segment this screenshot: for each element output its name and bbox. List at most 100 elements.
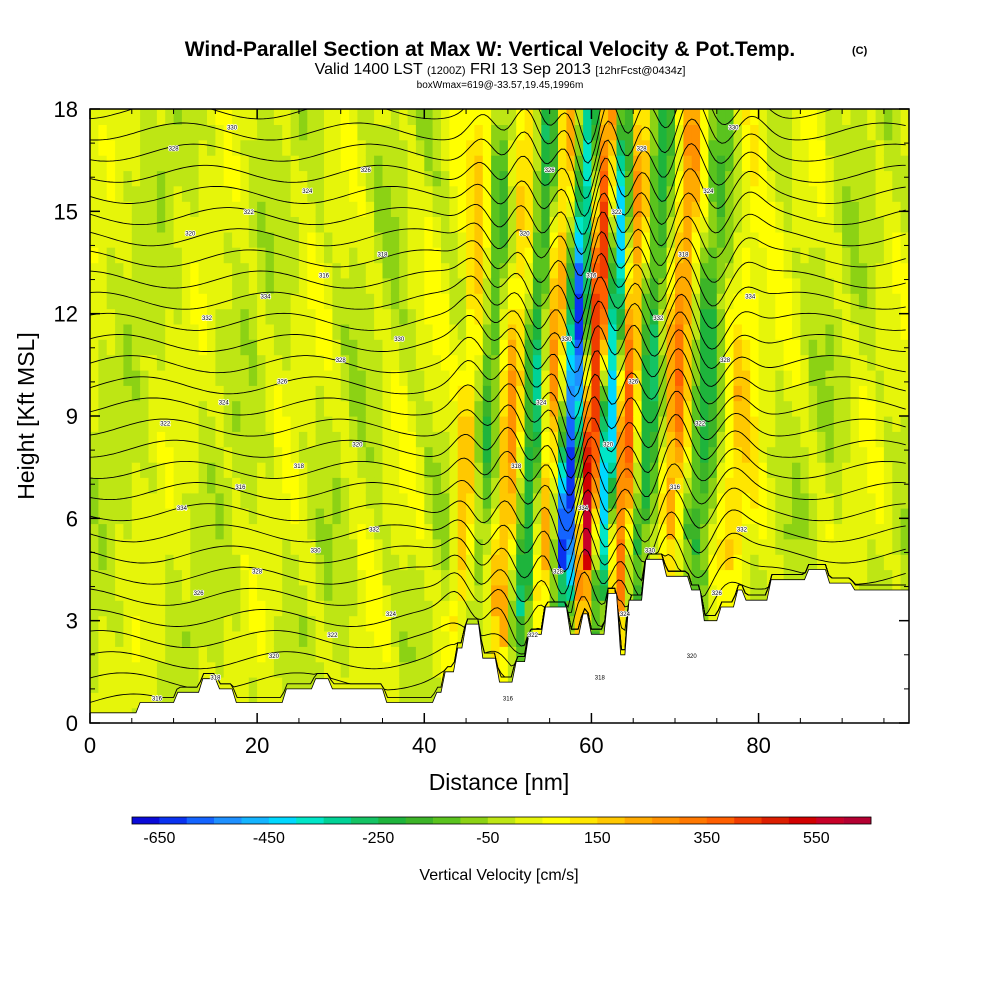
velocity-cell xyxy=(441,477,450,494)
velocity-cell xyxy=(499,538,509,555)
velocity-cell xyxy=(499,109,509,110)
velocity-cell xyxy=(792,124,801,141)
velocity-cell xyxy=(449,400,459,417)
velocity-cell xyxy=(733,124,743,141)
velocity-cell xyxy=(332,400,342,417)
velocity-cell xyxy=(808,231,818,248)
velocity-cell xyxy=(733,293,743,310)
velocity-cell xyxy=(432,277,442,294)
velocity-cell xyxy=(700,584,710,601)
velocity-cell xyxy=(766,554,776,571)
velocity-cell xyxy=(198,477,208,494)
velocity-cell xyxy=(215,400,225,417)
velocity-cell xyxy=(641,308,651,325)
velocity-cell xyxy=(566,477,576,494)
velocity-cell xyxy=(432,661,442,678)
velocity-cell xyxy=(232,446,242,463)
velocity-cell xyxy=(741,231,751,248)
velocity-cell xyxy=(675,293,684,310)
colorbar-tick-label: -50 xyxy=(476,830,499,847)
velocity-cell xyxy=(399,569,409,586)
velocity-cell xyxy=(883,323,893,340)
velocity-cell xyxy=(466,416,476,432)
velocity-cell xyxy=(758,538,768,555)
velocity-cell xyxy=(708,247,718,264)
velocity-cell xyxy=(432,370,442,386)
velocity-cell xyxy=(766,323,776,340)
velocity-cell xyxy=(298,646,308,663)
velocity-cell xyxy=(98,600,108,617)
velocity-cell xyxy=(633,569,643,586)
velocity-cell xyxy=(148,584,158,601)
velocity-cell xyxy=(758,477,768,494)
velocity-cell xyxy=(390,677,400,693)
velocity-cell xyxy=(315,277,325,294)
velocity-cell xyxy=(357,385,367,402)
velocity-cell xyxy=(532,538,542,555)
velocity-cell xyxy=(649,109,659,125)
velocity-cell xyxy=(858,370,868,386)
velocity-cell xyxy=(649,155,659,172)
velocity-cell xyxy=(148,370,158,386)
velocity-cell xyxy=(298,492,308,509)
velocity-cell xyxy=(800,538,810,555)
velocity-cell xyxy=(750,462,760,478)
velocity-cell xyxy=(215,293,225,310)
velocity-cell xyxy=(474,185,484,202)
velocity-cell xyxy=(324,247,333,264)
velocity-cell xyxy=(666,385,676,402)
velocity-cell xyxy=(892,247,902,264)
velocity-cell xyxy=(441,139,450,156)
velocity-cell xyxy=(474,155,484,172)
velocity-cell xyxy=(290,646,300,663)
velocity-cell xyxy=(457,124,467,141)
velocity-cell xyxy=(524,569,534,586)
velocity-cell xyxy=(265,385,275,402)
velocity-cell xyxy=(808,339,818,356)
velocity-cell xyxy=(833,477,843,494)
velocity-cell xyxy=(783,400,793,417)
velocity-cell xyxy=(324,231,333,248)
velocity-cell xyxy=(265,431,275,448)
velocity-cell xyxy=(683,523,693,540)
velocity-cell xyxy=(298,216,308,233)
theta-contour-label: 328 xyxy=(252,570,263,576)
velocity-cell xyxy=(123,492,133,509)
velocity-cell xyxy=(499,155,509,172)
velocity-cell xyxy=(223,370,233,386)
velocity-cell xyxy=(298,385,308,402)
velocity-cell xyxy=(449,446,459,463)
velocity-cell xyxy=(90,431,99,448)
velocity-cell xyxy=(215,615,225,632)
velocity-cell xyxy=(574,109,584,125)
velocity-cell xyxy=(240,569,250,586)
velocity-cell xyxy=(591,201,601,217)
velocity-cell xyxy=(173,201,183,217)
velocity-cell xyxy=(608,109,618,125)
velocity-cell xyxy=(766,446,776,463)
velocity-cell xyxy=(98,308,108,325)
velocity-cell xyxy=(290,508,300,525)
velocity-cell xyxy=(741,216,751,233)
velocity-cell xyxy=(541,354,551,371)
velocity-cell xyxy=(307,615,317,632)
velocity-cell xyxy=(700,185,710,202)
velocity-cell xyxy=(566,139,576,156)
velocity-cell xyxy=(340,416,350,432)
velocity-cell xyxy=(123,477,133,494)
velocity-cell xyxy=(215,584,225,601)
velocity-cell xyxy=(407,600,417,617)
velocity-cell xyxy=(800,124,810,141)
velocity-cell xyxy=(207,569,216,586)
velocity-cell xyxy=(232,677,242,693)
velocity-cell xyxy=(850,323,860,340)
velocity-cell xyxy=(491,492,501,509)
velocity-cell xyxy=(641,185,651,202)
velocity-cell xyxy=(357,124,367,141)
velocity-cell xyxy=(424,692,434,709)
velocity-cell xyxy=(424,523,434,540)
velocity-cell xyxy=(649,416,659,432)
velocity-cell xyxy=(248,385,258,402)
theta-contour-label: 324 xyxy=(620,612,631,618)
velocity-cell xyxy=(357,247,367,264)
